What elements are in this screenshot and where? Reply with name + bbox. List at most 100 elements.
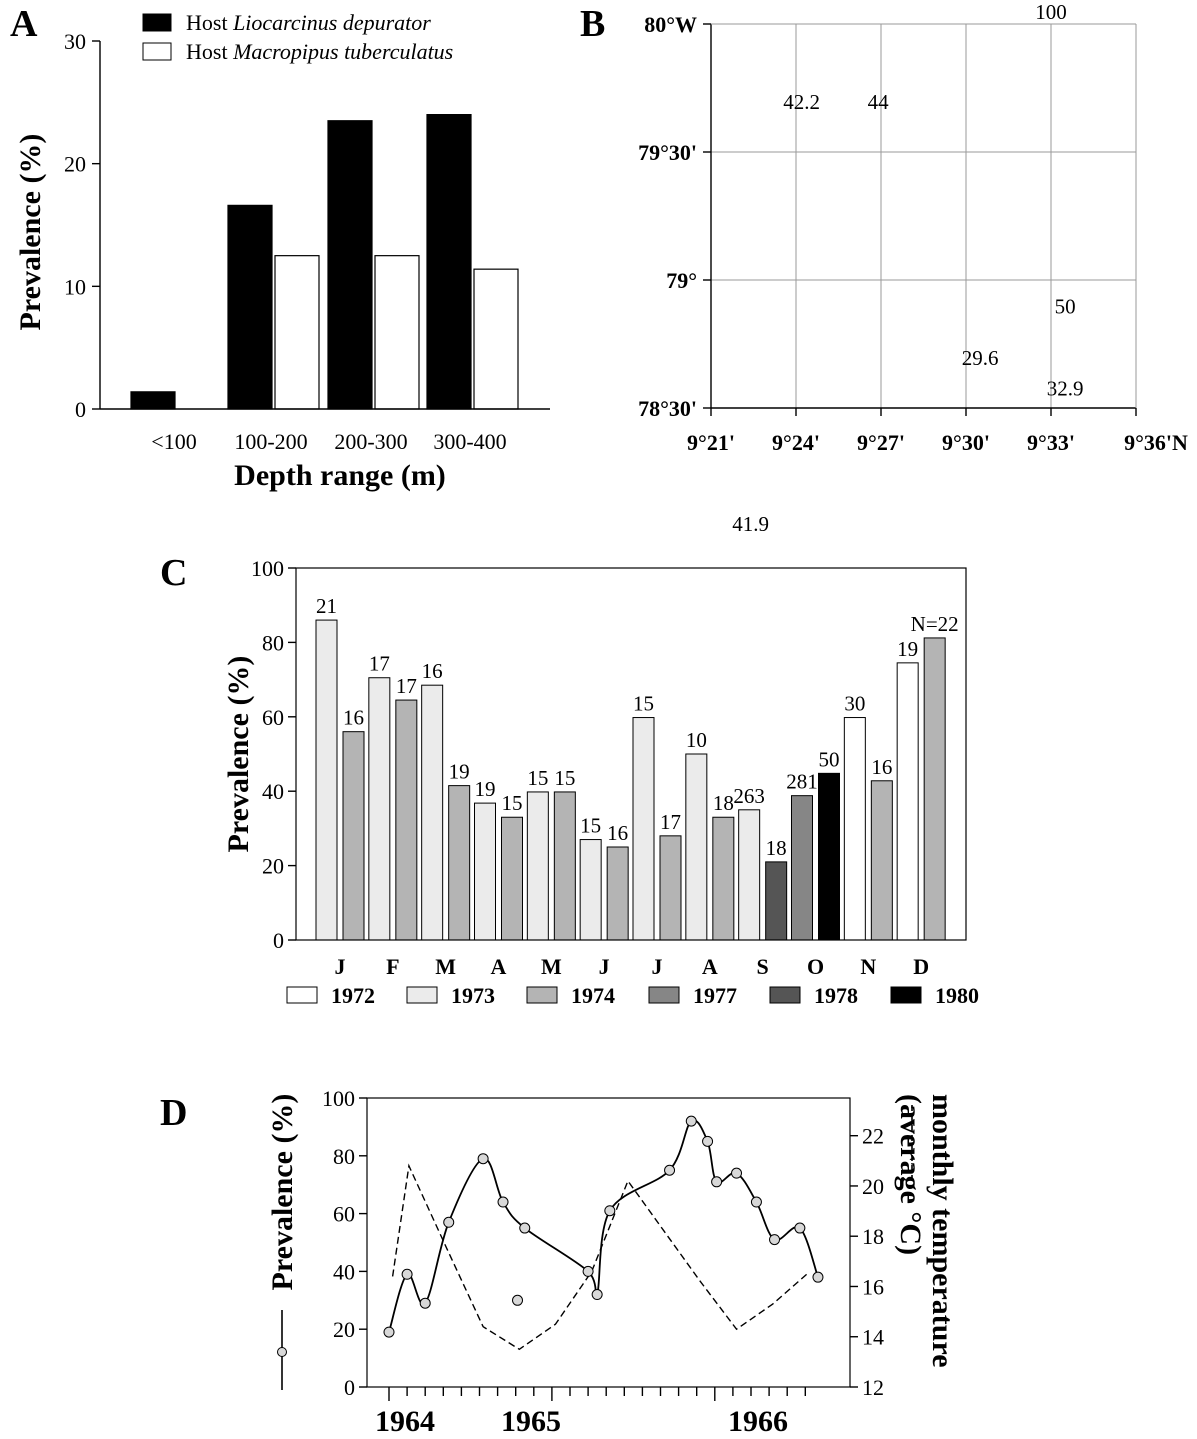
x-tick-label-c: J <box>335 954 346 979</box>
prevalence-point <box>750 1196 762 1208</box>
bar-macropipus <box>374 255 420 410</box>
y-tick-label-a: 10 <box>64 274 86 299</box>
y2-tick-label-d: 12 <box>862 1375 884 1400</box>
legend-label-1977: 1977 <box>693 983 737 1008</box>
bar-sample-size-label: 16 <box>607 821 628 845</box>
panel-d: D 0 20 40 60 80 100 12 14 16 18 20 22 1964 1965 1966 P… <box>160 1086 959 1438</box>
station-prevalence-label: 100 <box>1035 0 1067 24</box>
legend-label-1978: 1978 <box>814 983 858 1008</box>
prevalence-point <box>519 1222 531 1234</box>
x-tick-label-d: 1965 <box>501 1405 561 1438</box>
bar-sample-size-label: 15 <box>580 814 601 838</box>
bar-1974 <box>659 835 682 941</box>
x-tick-label-c: O <box>807 954 824 979</box>
legend-swatch-1974 <box>526 986 558 1004</box>
bar-1974 <box>553 791 576 941</box>
panel-label-d: D <box>160 1092 187 1134</box>
bar-1974 <box>606 846 629 941</box>
bar-sample-size-label: 16 <box>422 659 443 683</box>
bar-1973 <box>421 684 444 941</box>
bar-sample-size-label: 15 <box>554 766 575 790</box>
bar-sample-size-label: 18 <box>713 791 734 815</box>
bar-sample-size-label: 15 <box>633 692 654 716</box>
y-tick-label-b: 79° <box>666 268 697 293</box>
prevalence-point <box>419 1297 431 1309</box>
panel-label-b: B <box>580 3 605 45</box>
bar-sample-size-label: 17 <box>369 652 390 676</box>
x-tick-label-c: A <box>702 954 718 979</box>
bar-sample-size-label: 10 <box>686 728 707 752</box>
y-tick-label-a: 20 <box>64 152 86 177</box>
y-axis-title-c: Prevalence (%) <box>222 656 255 853</box>
bar-1974 <box>448 785 471 941</box>
bar-sample-size-label: 17 <box>660 810 681 834</box>
bar-sample-size-label: 15 <box>502 791 523 815</box>
bar-sample-size-label: 17 <box>396 674 417 698</box>
y-tick-label-d: 0 <box>344 1375 355 1400</box>
bar-sample-size-label: 281 <box>786 770 818 794</box>
x-tick-label-b: 9°24' <box>772 430 820 455</box>
bar-1980 <box>818 772 840 941</box>
panel-label-c: C <box>160 552 187 594</box>
bar-sample-size-label: 21 <box>316 594 337 618</box>
x-tick-label-c: M <box>435 954 456 979</box>
plot-frame-c <box>295 567 967 941</box>
prevalence-point <box>443 1216 455 1228</box>
legend-label-1974: 1974 <box>571 983 615 1008</box>
x-axis-title-a: Depth range (m) <box>234 459 446 492</box>
prevalence-point <box>582 1265 594 1277</box>
y-tick-label-c: 20 <box>262 854 284 879</box>
y-tick-label-a: 0 <box>75 397 86 422</box>
temperature-line <box>391 1163 808 1351</box>
y-tick-label-d: 20 <box>333 1317 355 1342</box>
station-prevalence-label: 42.2 <box>783 90 820 114</box>
station-prevalence-label: 44 <box>868 90 890 114</box>
bar-1978 <box>765 861 788 941</box>
legend-label-1980: 1980 <box>935 983 979 1008</box>
bar-sample-size-label: 263 <box>733 784 765 808</box>
prevalence-point <box>731 1167 743 1179</box>
panel-label-a: A <box>10 3 38 45</box>
bar-liocarcinus <box>426 113 472 410</box>
bar-1973 <box>526 791 549 941</box>
prevalence-point <box>604 1205 616 1217</box>
station-prevalence-label: 32.9 <box>1047 377 1084 401</box>
bar-liocarcinus <box>130 391 176 410</box>
prevalence-point <box>383 1326 395 1338</box>
y-tick-label-d: 60 <box>333 1202 355 1227</box>
prevalence-point <box>711 1176 723 1188</box>
x-tick-label-b: 9°30' <box>942 430 990 455</box>
y-tick-label-c: 100 <box>251 556 284 581</box>
x-tick-label-a: 100-200 <box>234 429 307 454</box>
legend-label-liocarcinus: Host Liocarcinus depurator <box>186 10 431 35</box>
y-axis-title-d: Prevalence (%) <box>266 1094 299 1291</box>
station-prevalence-label: 50 <box>1055 295 1076 319</box>
y2-tick-label-d: 16 <box>862 1274 884 1299</box>
bar-sample-size-label: 30 <box>844 692 865 716</box>
y-tick-label-c: 40 <box>262 779 284 804</box>
legend-swatch-macropipus <box>142 42 172 61</box>
prevalence-point <box>685 1115 697 1127</box>
bar-sample-size-label: 19 <box>449 760 470 784</box>
bar-sample-size-label: 19 <box>475 777 496 801</box>
x-tick-label-d: 1964 <box>375 1405 435 1438</box>
panel-a: A 0 10 20 30 <100 100-200 200-300 300-400 Host … <box>10 3 550 492</box>
y-legend-marker <box>277 1347 287 1357</box>
panel-b: B 9°21' 9°24' 9°27' 9°30' 9°33' 9°36'N 78°30' 7… <box>580 0 1188 536</box>
legend-swatch-1972 <box>286 986 318 1004</box>
bar-1974 <box>870 780 893 941</box>
x-tick-label-c: M <box>541 954 562 979</box>
x-tick-label-a: <100 <box>151 429 196 454</box>
bar-1974 <box>395 699 418 941</box>
legend-label-1972: 1972 <box>331 983 375 1008</box>
bar-1973 <box>738 809 761 941</box>
bar-sample-size-label: 19 <box>897 637 918 661</box>
y-tick-label-b: 79°30' <box>638 140 697 165</box>
bar-sample-size-label: N=22 <box>911 612 959 636</box>
y-tick-label-a: 30 <box>64 29 86 54</box>
bar-1973 <box>632 717 655 941</box>
x-tick-label-a: 300-400 <box>433 429 506 454</box>
prevalence-point <box>794 1222 806 1234</box>
legend-label-1973: 1973 <box>451 983 495 1008</box>
station-prevalence-label: 41.9 <box>732 512 769 536</box>
